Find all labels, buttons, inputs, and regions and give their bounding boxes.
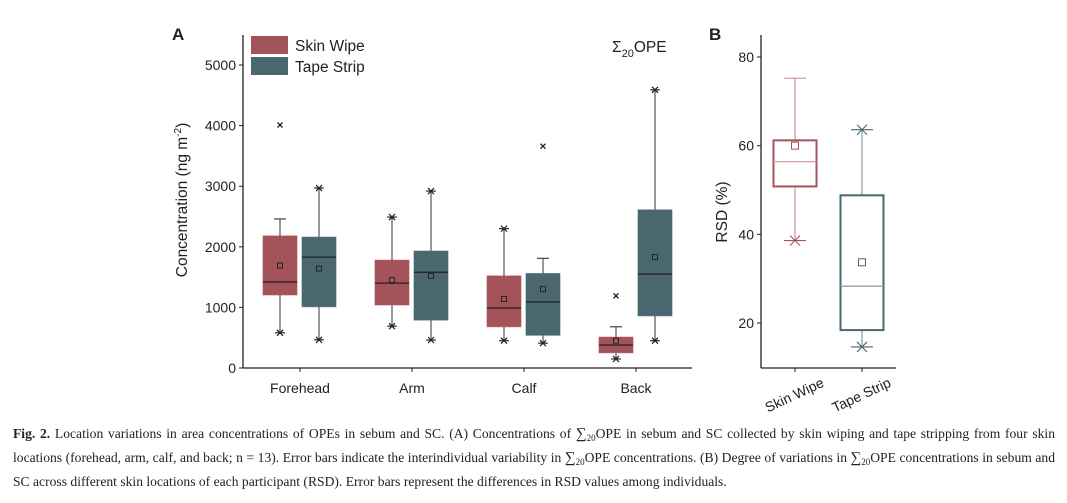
whisker-cap-upper (499, 225, 509, 233)
title-subscript: 20 (622, 48, 634, 60)
box-skin-wipe (772, 77, 818, 246)
panel-a-axes: 0 1000 2000 3000 4000 5000 Forehead Arm Calf Back (205, 35, 692, 396)
caption-sum-3: ∑ (850, 450, 862, 466)
box-tape-strip-calf (525, 143, 561, 347)
y-tick-label: 0 (228, 360, 236, 376)
box-skin-wipe-back (598, 292, 634, 363)
x-tick-label: Arm (399, 380, 425, 396)
box-tape-strip-arm (413, 187, 449, 344)
outlier-point (277, 122, 283, 128)
panel-b: B 20 40 60 80 Skin Wipe Tape Strip RSD (%) (709, 25, 896, 415)
whisker-cap-lower (314, 336, 324, 344)
outlier-point (613, 292, 619, 299)
caption-sub-1: 20 (586, 433, 596, 443)
legend-label-skin-wipe: Skin Wipe (295, 38, 365, 55)
y-tick-label: 80 (738, 49, 754, 65)
caption-sum-1: ∑ (575, 426, 587, 442)
whisker-cap-upper (314, 184, 324, 192)
title-rest: OPE (634, 39, 667, 56)
panel-b-ylabel: RSD (%) (714, 181, 731, 242)
ylabel-text: Concentration (ng m (174, 137, 191, 277)
whisker-cap-lower (650, 337, 660, 345)
y-tick-label: 3000 (205, 178, 236, 194)
whisker-cap-lower (387, 322, 397, 330)
caption-sub-2: 20 (575, 457, 585, 467)
ylabel-close: ) (174, 123, 191, 128)
whisker-cap-lower (538, 339, 548, 347)
figure: A 0 1000 2000 3000 4000 5000 Forehead Arm Calf Ba… (172, 25, 896, 415)
whisker-cap-lower (851, 341, 873, 353)
y-tick-label: 20 (738, 315, 754, 331)
panel-a-title: Σ20OPE (612, 39, 667, 60)
box-skin-wipe-arm (374, 213, 410, 330)
mean-marker (428, 272, 434, 279)
mean-marker (316, 265, 322, 272)
mean-marker (389, 277, 395, 284)
mean-marker (501, 295, 507, 302)
box-body (839, 194, 885, 332)
box-body (525, 272, 561, 336)
y-tick-label: 1000 (205, 299, 236, 315)
box-tape-strip (839, 124, 885, 353)
caption-sub-3: 20 (861, 457, 871, 467)
box-body (637, 209, 673, 317)
box-body (262, 235, 298, 296)
whisker-cap-lower (784, 235, 806, 246)
caption-text-3: OPE concentrations. (B) Degree of variat… (584, 450, 851, 465)
x-tick-label: Skin Wipe (762, 374, 826, 415)
legend-swatch-skin-wipe (251, 36, 288, 54)
box-skin-wipe-forehead (262, 122, 298, 337)
panel-b-boxes (772, 77, 885, 353)
box-tape-strip-forehead (301, 184, 337, 344)
whisker-cap-upper (650, 86, 660, 94)
ylabel-sup: -2 (173, 127, 184, 136)
mean-marker (613, 337, 619, 344)
x-tick-label: Back (620, 380, 652, 396)
y-tick-label: 2000 (205, 239, 236, 255)
box-body (301, 236, 337, 308)
panel-a-label: A (172, 25, 184, 44)
legend: Skin Wipe Tape Strip (251, 36, 365, 76)
title-sigma: Σ (612, 39, 622, 56)
whisker-cap-lower (275, 329, 285, 337)
whisker-cap-lower (499, 337, 509, 345)
whisker-cap-lower (611, 355, 621, 363)
box-body (413, 250, 449, 321)
legend-label-tape-strip: Tape Strip (295, 59, 365, 76)
legend-swatch-tape-strip (251, 57, 288, 75)
mean-marker (277, 262, 283, 269)
mean-marker (652, 254, 658, 261)
caption-fig-label: Fig. 2. (13, 426, 51, 441)
caption-text-1: Location variations in area concentratio… (50, 426, 576, 441)
mean-marker (540, 286, 546, 293)
caption-text-2: OPE in sebum and SC collected by skin wi… (13, 426, 1056, 465)
panel-a: A 0 1000 2000 3000 4000 5000 Forehead Arm Calf Ba… (172, 25, 692, 396)
panel-a-ylabel: Concentration (ng m-2) (173, 123, 191, 278)
panel-a-boxes (262, 86, 673, 363)
mean-marker (858, 258, 866, 267)
whisker-cap-lower (426, 336, 436, 344)
caption-sum-2: ∑ (564, 450, 576, 466)
whisker-cap-upper (387, 213, 397, 221)
x-tick-label: Forehead (270, 380, 330, 396)
x-tick-label: Calf (512, 380, 537, 396)
whisker-cap-upper (851, 124, 873, 136)
box-tape-strip-back (637, 86, 673, 345)
y-tick-label: 60 (738, 138, 754, 154)
outlier-point (540, 143, 546, 150)
mean-marker (791, 141, 799, 150)
y-tick-label: 4000 (205, 118, 236, 134)
x-tick-label: Tape Strip (829, 374, 893, 415)
panel-b-label: B (709, 25, 721, 44)
caption-text-4: OPE concentrations in sebum and SC acros… (13, 450, 1056, 489)
figure-caption: Fig. 2. Location variations in area conc… (13, 424, 1055, 491)
whisker-cap-upper (426, 187, 436, 195)
y-tick-label: 5000 (205, 57, 236, 73)
box-skin-wipe-calf (486, 225, 522, 345)
y-tick-label: 40 (738, 226, 754, 242)
